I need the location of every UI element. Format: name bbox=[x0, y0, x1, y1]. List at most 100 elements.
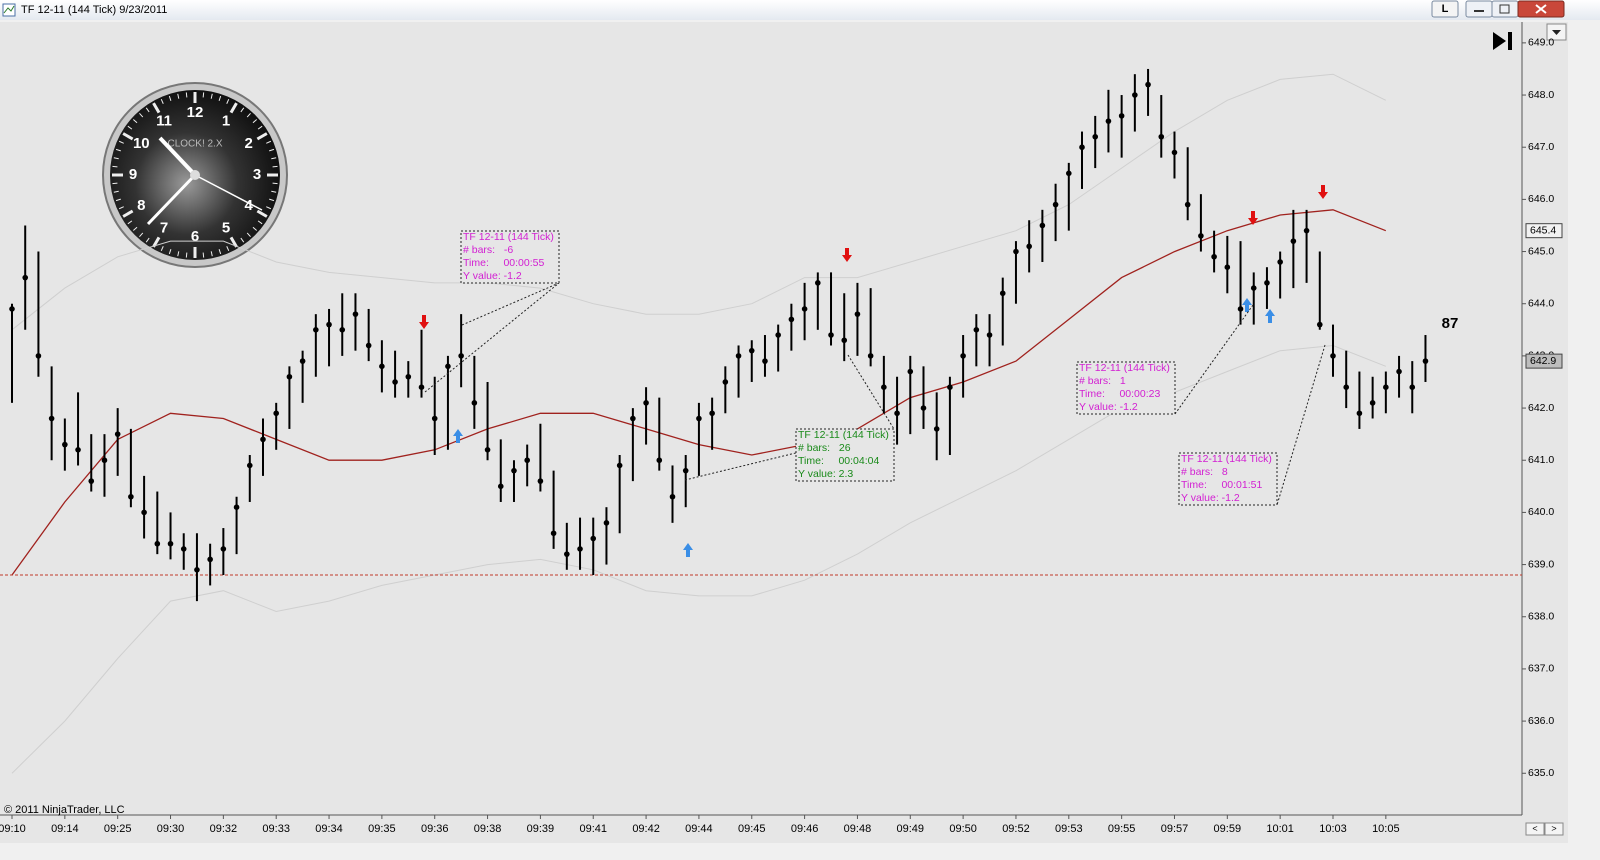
clock-tick bbox=[113, 157, 119, 160]
bar-close bbox=[1145, 81, 1151, 88]
clock-tick bbox=[266, 206, 272, 210]
restore-button[interactable] bbox=[1491, 0, 1519, 18]
bar-close bbox=[616, 462, 623, 469]
bar-close bbox=[1026, 243, 1032, 250]
clock-tick bbox=[272, 182, 278, 185]
annotation-text: # bars: 1 bbox=[1079, 375, 1126, 387]
x-tick-label: 09:46 bbox=[791, 823, 819, 835]
buy-arrow bbox=[453, 429, 463, 443]
sell-arrow bbox=[842, 248, 852, 262]
clock-tick bbox=[185, 252, 188, 258]
jump-to-end-bar bbox=[1508, 32, 1512, 50]
bar-close bbox=[431, 415, 438, 422]
bars-counter: 87 bbox=[1442, 315, 1459, 332]
clock-tick bbox=[257, 125, 263, 130]
clock-tick bbox=[127, 220, 133, 225]
y-tick-label: 640.0 bbox=[1528, 506, 1554, 518]
bar-close bbox=[35, 353, 42, 359]
clock-tick bbox=[177, 93, 180, 99]
x-tick-label: 09:55 bbox=[1108, 823, 1136, 835]
clock-hour-hand bbox=[158, 136, 197, 177]
bar-close bbox=[286, 373, 293, 380]
scroll-right[interactable] bbox=[1544, 822, 1564, 836]
bar-close bbox=[233, 504, 240, 510]
bar-close bbox=[1171, 149, 1178, 156]
annotation-text: # bars: -6 bbox=[463, 244, 513, 256]
bar-close bbox=[167, 540, 174, 547]
annotation-box bbox=[795, 428, 895, 482]
x-tick-label: 09:36 bbox=[421, 823, 449, 835]
window-title: TF 12-11 (144 Tick) 9/23/2011 bbox=[21, 4, 167, 16]
bar-close bbox=[762, 358, 768, 364]
annotation-text: TF 12-11 (144 Tick) bbox=[798, 429, 889, 441]
bar-close bbox=[62, 441, 68, 448]
bar-close bbox=[1052, 201, 1059, 208]
bar-close bbox=[379, 363, 385, 370]
annotation-text: TF 12-11 (144 Tick) bbox=[463, 231, 554, 243]
clock-numeral: 7 bbox=[160, 220, 168, 237]
clock-tick bbox=[210, 251, 213, 257]
bar-close bbox=[854, 311, 861, 317]
bar-close bbox=[973, 327, 980, 333]
price-marker bbox=[1525, 223, 1563, 239]
link-button[interactable] bbox=[1431, 0, 1459, 18]
bar-close bbox=[22, 274, 29, 281]
annotation-text: Y value: 2.3 bbox=[798, 468, 853, 480]
x-tick-label: 09:38 bbox=[474, 823, 502, 835]
bar-close bbox=[841, 337, 848, 344]
x-tick-label: 09:48 bbox=[844, 823, 872, 835]
x-tick-label: 09:53 bbox=[1055, 823, 1083, 835]
bar-close bbox=[1290, 238, 1297, 244]
bar-close bbox=[365, 342, 372, 349]
bar-close bbox=[1039, 222, 1046, 229]
annotation-text: Time: 00:04:04 bbox=[798, 455, 879, 467]
bar-close bbox=[1184, 201, 1191, 208]
bar-close bbox=[1422, 358, 1429, 364]
clock-numeral: 5 bbox=[222, 220, 230, 237]
bar-close bbox=[392, 379, 398, 385]
bar-close bbox=[445, 363, 451, 370]
y-tick-label: 646.0 bbox=[1528, 193, 1554, 205]
y-tick-label: 644.0 bbox=[1528, 298, 1554, 310]
bar-close bbox=[947, 384, 953, 390]
clock-minute-hand bbox=[146, 173, 197, 226]
x-tick-label: 09:59 bbox=[1214, 823, 1242, 835]
jump-to-end[interactable] bbox=[1493, 32, 1506, 50]
buy-arrow bbox=[1265, 309, 1275, 323]
sell-arrow bbox=[419, 315, 429, 329]
x-tick-label: 09:49 bbox=[897, 823, 925, 835]
bar-close bbox=[603, 520, 610, 526]
buy-arrow bbox=[1242, 298, 1252, 312]
clock-tick bbox=[152, 236, 161, 248]
clock-tick bbox=[145, 237, 150, 243]
bar-close bbox=[1356, 410, 1363, 417]
minimize-button[interactable] bbox=[1465, 0, 1493, 18]
bar-close bbox=[1316, 321, 1323, 328]
x-tick-label: 09:52 bbox=[1002, 823, 1030, 835]
bar-close bbox=[682, 467, 689, 474]
clock-numeral: 9 bbox=[129, 166, 137, 183]
clock-tick bbox=[226, 98, 230, 104]
clock-numeral: 4 bbox=[245, 197, 254, 214]
clock-tick bbox=[112, 165, 118, 168]
bar-close bbox=[722, 379, 729, 385]
bar-close bbox=[920, 405, 927, 411]
clock-tick bbox=[257, 220, 263, 225]
bar-close bbox=[1198, 233, 1204, 239]
clock-numeral: 1 bbox=[222, 112, 230, 129]
clock-tick bbox=[145, 107, 150, 113]
sell-arrow bbox=[1248, 211, 1258, 225]
bar-close bbox=[735, 353, 742, 359]
clock-tick bbox=[115, 148, 121, 152]
annotation-connector bbox=[847, 354, 895, 430]
y-tick-label: 635.0 bbox=[1528, 767, 1554, 779]
price-marker bbox=[1525, 353, 1563, 369]
bar-close bbox=[418, 384, 425, 390]
clock-tick bbox=[122, 209, 134, 218]
bar-close bbox=[1013, 248, 1019, 255]
copyright: © 2011 NinjaTrader, LLC bbox=[4, 804, 125, 816]
clock-numeral: 8 bbox=[137, 197, 145, 214]
scroll-left[interactable] bbox=[1525, 822, 1545, 836]
bar-close bbox=[75, 447, 81, 453]
clock-numeral: 10 bbox=[133, 135, 150, 152]
